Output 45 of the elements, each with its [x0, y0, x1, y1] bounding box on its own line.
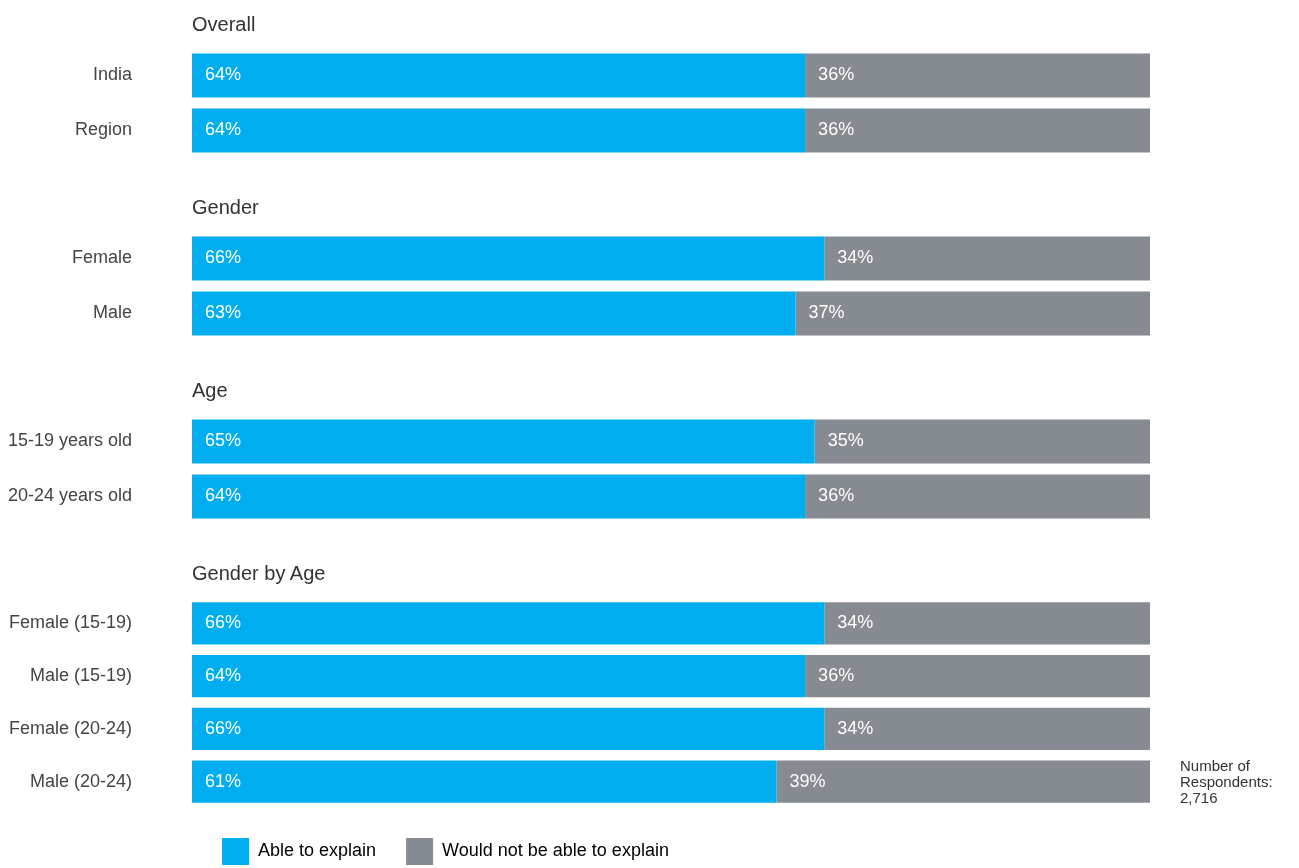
- bar: [192, 655, 806, 698]
- data-label: 64%: [205, 665, 242, 686]
- data-label: 66%: [205, 612, 242, 633]
- y-tick-label: India: [92, 64, 133, 85]
- data-label: 65%: [205, 430, 242, 451]
- y-tick-label: Female (15-19): [8, 612, 132, 633]
- y-tick-label: Male: [92, 302, 132, 323]
- bar: [192, 602, 825, 645]
- data-label: 34%: [837, 612, 874, 633]
- data-label: 34%: [837, 247, 874, 268]
- chart-title: Age: [192, 378, 229, 403]
- y-tick-label: Male (15-19): [29, 665, 132, 686]
- data-label: 35%: [827, 430, 864, 451]
- bar: [192, 707, 825, 750]
- legend-label: Able to explain: [258, 840, 377, 861]
- data-label: 36%: [818, 64, 855, 85]
- data-label: 36%: [818, 119, 855, 140]
- y-tick-label: 15-19 years old: [7, 430, 132, 451]
- data-label: 61%: [205, 770, 242, 791]
- bar: [824, 707, 1150, 750]
- data-label: 34%: [837, 717, 874, 738]
- data-label: 63%: [205, 302, 242, 323]
- bar: [824, 602, 1150, 645]
- chart-title: Gender by Age: [192, 561, 327, 586]
- data-label: 39%: [789, 770, 826, 791]
- data-label: 66%: [205, 717, 242, 738]
- y-tick-label: 20-24 years old: [7, 485, 132, 506]
- data-label: 36%: [818, 485, 855, 506]
- y-tick-label: Male (20-24): [29, 770, 132, 791]
- chart-title: Gender: [192, 195, 260, 220]
- data-label: 66%: [205, 247, 242, 268]
- bar: [192, 760, 777, 803]
- data-label: 36%: [818, 665, 855, 686]
- data-label: 37%: [808, 302, 845, 323]
- text: Number of Respondents: 2,716: [1180, 757, 1274, 806]
- data-label: 64%: [205, 119, 242, 140]
- bar: [805, 655, 1150, 698]
- data-label: 64%: [205, 485, 242, 506]
- bar: [776, 760, 1150, 803]
- y-tick-label: Female (20-24): [8, 717, 132, 738]
- chart-title: Overall: [192, 12, 257, 37]
- data-label: 64%: [205, 64, 242, 85]
- y-tick-label: Region: [74, 119, 132, 140]
- y-tick-label: Female: [71, 247, 132, 268]
- legend-label: Would not be able to explain: [442, 840, 669, 861]
